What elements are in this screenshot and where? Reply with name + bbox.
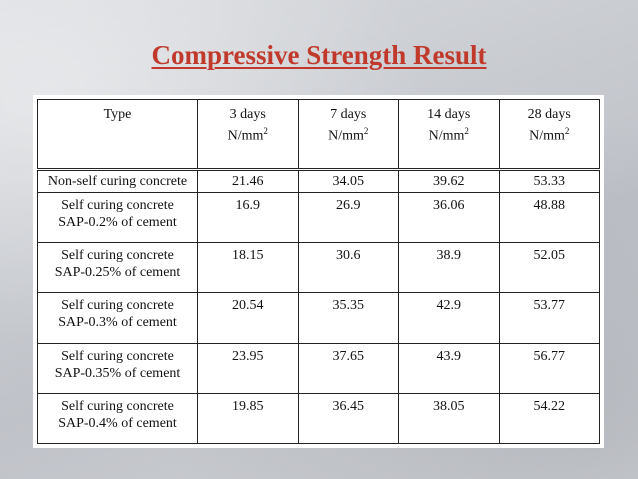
row-type: Self curing concrete SAP-0.3% of cement — [37, 292, 198, 344]
value-14-days: 39.62 — [398, 168, 500, 194]
header-7-days: 7 days N/mm2 — [297, 99, 399, 171]
value-3-days: 23.95 — [197, 342, 299, 394]
value-14-days: 38.05 — [398, 392, 500, 445]
header-unit: N/mm2 — [529, 126, 570, 144]
table-row: Self curing concrete SAP-0.3% of cement … — [37, 292, 600, 344]
table-row: Non-self curing concrete 21.46 34.05 39.… — [37, 168, 600, 194]
value-7-days: 37.65 — [297, 342, 399, 394]
value-28-days: 56.77 — [498, 342, 600, 394]
header-3-days: 3 days N/mm2 — [197, 99, 299, 171]
header-14-days: 14 days N/mm2 — [398, 99, 500, 171]
table-row: Self curing concrete SAP-0.25% of cement… — [37, 242, 600, 294]
slide-title: Compressive Strength Result — [0, 40, 638, 71]
value-7-days: 36.45 — [297, 392, 399, 445]
table-row: Self curing concrete SAP-0.4% of cement … — [37, 392, 600, 445]
header-unit: N/mm2 — [428, 126, 469, 144]
value-7-days: 34.05 — [297, 168, 399, 194]
header-label: Type — [103, 107, 132, 122]
value-3-days: 20.54 — [197, 292, 299, 344]
value-14-days: 38.9 — [398, 242, 500, 294]
value-28-days: 54.22 — [498, 392, 600, 445]
header-label: 14 days — [427, 107, 471, 122]
header-unit: N/mm2 — [227, 126, 268, 144]
header-28-days: 28 days N/mm2 — [498, 99, 600, 171]
value-14-days: 42.9 — [398, 292, 500, 344]
row-type: Self curing concrete SAP-0.4% of cement — [37, 392, 198, 445]
row-type: Self curing concrete SAP-0.25% of cement — [37, 242, 198, 294]
row-type: Non-self curing concrete — [37, 168, 198, 194]
value-28-days: 48.88 — [498, 192, 600, 244]
value-3-days: 21.46 — [197, 168, 299, 194]
row-type: Self curing concrete SAP-0.35% of cement — [37, 342, 198, 394]
value-7-days: 26.9 — [297, 192, 399, 244]
table-row: Self curing concrete SAP-0.2% of cement … — [37, 192, 600, 244]
value-14-days: 43.9 — [398, 342, 500, 394]
value-28-days: 53.77 — [498, 292, 600, 344]
value-3-days: 16.9 — [197, 192, 299, 244]
row-type: Self curing concrete SAP-0.2% of cement — [37, 192, 198, 244]
value-3-days: 19.85 — [197, 392, 299, 445]
value-3-days: 18.15 — [197, 242, 299, 294]
results-table-panel: Type 3 days N/mm2 7 days N/mm2 14 days N… — [33, 95, 604, 448]
value-28-days: 52.05 — [498, 242, 600, 294]
value-7-days: 35.35 — [297, 292, 399, 344]
value-7-days: 30.6 — [297, 242, 399, 294]
table-row: Self curing concrete SAP-0.35% of cement… — [37, 342, 600, 394]
header-label: 3 days — [229, 107, 266, 122]
header-type: Type — [37, 99, 198, 171]
value-28-days: 53.33 — [498, 168, 600, 194]
slide-title-text: Compressive Strength Result — [151, 40, 487, 70]
value-14-days: 36.06 — [398, 192, 500, 244]
header-label: 28 days — [527, 107, 571, 122]
table-header-row: Type 3 days N/mm2 7 days N/mm2 14 days N… — [37, 99, 600, 171]
header-label: 7 days — [330, 107, 367, 122]
header-unit: N/mm2 — [328, 126, 369, 144]
compressive-strength-table: Type 3 days N/mm2 7 days N/mm2 14 days N… — [37, 99, 600, 445]
